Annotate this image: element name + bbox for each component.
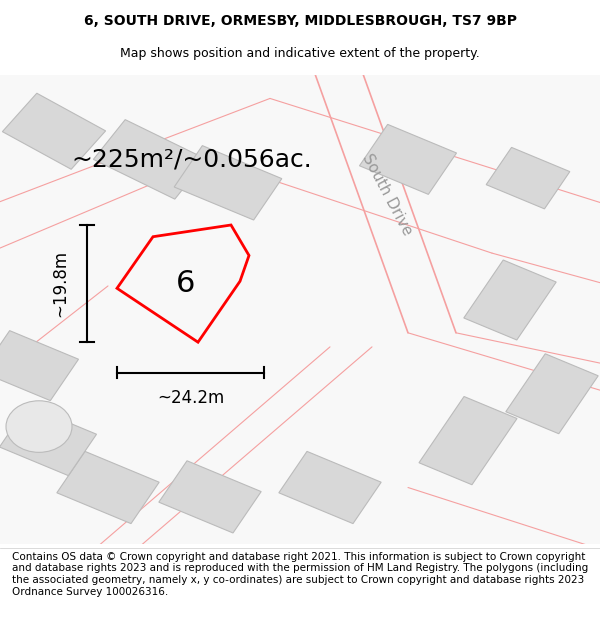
Text: Contains OS data © Crown copyright and database right 2021. This information is : Contains OS data © Crown copyright and d… xyxy=(12,552,588,597)
Polygon shape xyxy=(159,461,261,533)
Polygon shape xyxy=(506,354,598,434)
Polygon shape xyxy=(359,124,457,194)
Polygon shape xyxy=(464,260,556,340)
Polygon shape xyxy=(174,146,282,220)
Circle shape xyxy=(6,401,72,452)
Polygon shape xyxy=(94,119,206,199)
Text: ~24.2m: ~24.2m xyxy=(157,389,224,408)
Polygon shape xyxy=(419,396,517,485)
Polygon shape xyxy=(0,331,79,401)
Polygon shape xyxy=(0,406,97,476)
Polygon shape xyxy=(2,93,106,169)
Text: South Drive: South Drive xyxy=(359,151,415,238)
Text: 6, SOUTH DRIVE, ORMESBY, MIDDLESBROUGH, TS7 9BP: 6, SOUTH DRIVE, ORMESBY, MIDDLESBROUGH, … xyxy=(83,14,517,28)
Polygon shape xyxy=(279,451,381,524)
Text: 6: 6 xyxy=(176,269,196,298)
Text: ~225m²/~0.056ac.: ~225m²/~0.056ac. xyxy=(71,148,313,171)
Text: ~19.8m: ~19.8m xyxy=(51,250,69,317)
Polygon shape xyxy=(486,148,570,209)
Polygon shape xyxy=(57,451,159,524)
Text: Map shows position and indicative extent of the property.: Map shows position and indicative extent… xyxy=(120,48,480,61)
